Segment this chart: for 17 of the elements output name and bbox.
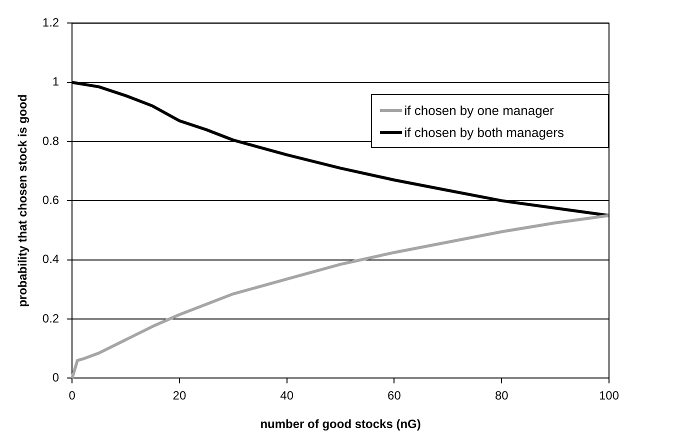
y-tick-label: 1: [52, 74, 60, 89]
y-tick-label: 0.8: [42, 134, 60, 148]
legend-label: if chosen by one manager: [404, 102, 554, 118]
x-tick-label: 0: [68, 388, 76, 403]
y-tick-label: 0.4: [42, 252, 60, 266]
y-tick-label: 0.2: [42, 311, 60, 326]
x-axis-title: number of good stocks (nG): [260, 417, 421, 432]
y-tick-label: 1.2: [42, 16, 60, 30]
y-tick-label: 0.6: [42, 193, 60, 208]
y-tick-label: 0: [52, 370, 60, 385]
legend-label: if chosen by both managers: [404, 124, 564, 140]
x-tick-label: 20: [172, 388, 186, 403]
x-tick-label: 40: [280, 388, 294, 403]
x-tick-label: 60: [388, 388, 402, 403]
x-tick-label: 80: [494, 388, 509, 403]
x-tick-label: 100: [598, 388, 620, 403]
y-axis-title: probability that chosen stock is good: [16, 94, 30, 308]
